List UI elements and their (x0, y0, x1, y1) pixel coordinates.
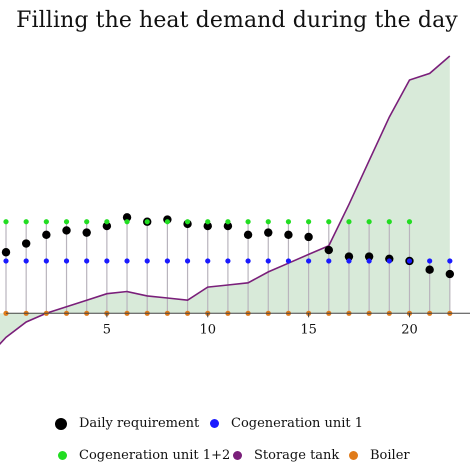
legend-marker-cogeneration-unit-1 (210, 419, 219, 428)
cogeneration-unit-1-2-point-14 (285, 219, 292, 225)
legend-item-boiler[interactable]: Boiler (349, 448, 410, 463)
daily-requirement-point-17 (344, 252, 354, 261)
cogeneration-unit-1-point-9 (184, 258, 191, 264)
storage-tank-area (0, 56, 450, 344)
cogeneration-unit-1-2-point-10 (205, 219, 211, 225)
cogeneration-unit-1-point-2 (43, 258, 49, 264)
cogeneration-unit-1-point-3 (63, 258, 70, 264)
cogeneration-unit-1-2-point-3 (63, 219, 70, 225)
cogeneration-unit-1-2-point-17 (346, 219, 352, 225)
cogeneration-unit-1-point-0 (3, 258, 9, 264)
cogeneration-unit-1-2-point-6 (124, 219, 130, 225)
cogeneration-unit-1-2-point-19 (386, 219, 392, 225)
storage-line-layer (0, 55, 451, 345)
daily-requirement-point-2 (42, 230, 51, 240)
cogeneration-unit-1-point-6 (124, 258, 130, 264)
legend-label-boiler: Boiler (370, 448, 410, 463)
x-tick-label-5: 5 (103, 322, 111, 337)
daily-requirement-point-12 (243, 230, 253, 240)
cogeneration-unit-1-point-17 (346, 258, 352, 264)
daily-requirement-point-6 (122, 213, 132, 222)
legend-row-2: Cogeneration unit 1+2 Storage tank Boile… (0, 448, 474, 472)
cogeneration-unit-1-point-21 (427, 258, 433, 264)
cogeneration-unit-1-point-8 (164, 258, 170, 264)
legend-label-cogeneration-unit-1-2: Cogeneration unit 1+2 (79, 448, 231, 463)
legend-marker-daily-requirement (55, 417, 67, 430)
cogeneration-unit-1-2-point-20 (406, 219, 413, 225)
daily-requirement-point-18 (364, 252, 374, 261)
x-tick-label-20: 20 (401, 322, 418, 337)
legend-marker-cogeneration-unit-1-2 (58, 451, 67, 460)
cogeneration-unit-1-point-7 (144, 258, 150, 264)
cogeneration-unit-1-2-point-18 (366, 219, 372, 225)
cogeneration-unit-1-point-18 (366, 258, 372, 264)
cogeneration-unit-1-point-14 (285, 258, 292, 264)
daily-requirement-point-10 (203, 221, 212, 231)
x-tick-label-15: 15 (300, 322, 317, 337)
point-layer (1, 213, 455, 316)
cogeneration-unit-1-point-1 (23, 258, 29, 264)
cogeneration-unit-1-2-point-5 (104, 219, 110, 225)
cogeneration-unit-1-point-15 (306, 258, 312, 264)
cogeneration-unit-1-point-10 (205, 258, 211, 264)
daily-requirement-point-1 (21, 239, 31, 248)
chart-title: Filling the heat demand during the day (16, 8, 458, 33)
legend-label-daily-requirement: Daily requirement (79, 416, 200, 431)
daily-requirement-point-22 (445, 269, 455, 279)
cogeneration-unit-1-point-20 (406, 258, 413, 264)
cogeneration-unit-1-point-16 (326, 258, 332, 264)
legend-item-storage-tank[interactable]: Storage tank (233, 448, 339, 463)
daily-requirement-point-16 (324, 245, 333, 255)
cogeneration-unit-1-2-point-7 (144, 219, 150, 225)
legend-marker-boiler (349, 451, 358, 460)
legend-item-cogeneration-unit-1-2[interactable]: Cogeneration unit 1+2 (58, 448, 230, 463)
daily-requirement-point-21 (425, 265, 434, 274)
legend-item-cogeneration-unit-1[interactable]: Cogeneration unit 1 (210, 416, 363, 431)
legend-item-daily-requirement[interactable]: Daily requirement (55, 416, 199, 431)
daily-requirement-point-3 (62, 226, 71, 235)
daily-requirement-point-5 (102, 221, 112, 231)
cogeneration-unit-1-point-13 (265, 258, 271, 264)
cogeneration-unit-1-point-5 (104, 258, 110, 264)
cogeneration-unit-1-2-point-0 (3, 219, 9, 225)
cogeneration-unit-1-2-point-8 (164, 219, 170, 225)
cogeneration-unit-1-2-point-9 (184, 219, 191, 225)
cogeneration-unit-1-2-point-12 (245, 219, 251, 225)
legend-label-cogeneration-unit-1: Cogeneration unit 1 (231, 416, 364, 431)
cogeneration-unit-1-2-point-16 (326, 219, 332, 225)
x-axis: 5 10 15 20 (6, 312, 470, 337)
daily-requirement-point-0 (1, 248, 11, 257)
cogeneration-unit-1-point-19 (386, 258, 392, 264)
x-tick-label-10: 10 (199, 322, 216, 337)
daily-requirement-point-14 (284, 230, 293, 240)
daily-requirement-point-15 (304, 232, 313, 242)
daily-requirement-point-11 (223, 221, 233, 231)
cogeneration-unit-1-2-point-15 (306, 219, 312, 225)
cogeneration-unit-1-2-point-4 (84, 219, 90, 225)
cogeneration-unit-1-point-4 (84, 258, 90, 264)
storage-tank-line (0, 55, 451, 345)
cogeneration-unit-1-2-point-13 (265, 219, 271, 225)
storage-area-layer (0, 56, 450, 344)
daily-requirement-point-4 (82, 228, 91, 237)
cogeneration-unit-1-point-12 (245, 258, 251, 264)
legend-marker-storage-tank (233, 451, 242, 460)
cogeneration-unit-1-point-22 (447, 258, 453, 264)
cogeneration-unit-1-2-point-1 (23, 219, 29, 225)
legend-label-storage-tank: Storage tank (254, 448, 340, 463)
daily-requirement-point-13 (264, 228, 273, 237)
cogeneration-unit-1-2-point-2 (43, 219, 49, 225)
legend-row-1: Daily requirement Cogeneration unit 1 (0, 416, 474, 440)
cogeneration-unit-1-2-point-11 (225, 219, 231, 225)
cogeneration-unit-1-point-11 (225, 258, 231, 264)
